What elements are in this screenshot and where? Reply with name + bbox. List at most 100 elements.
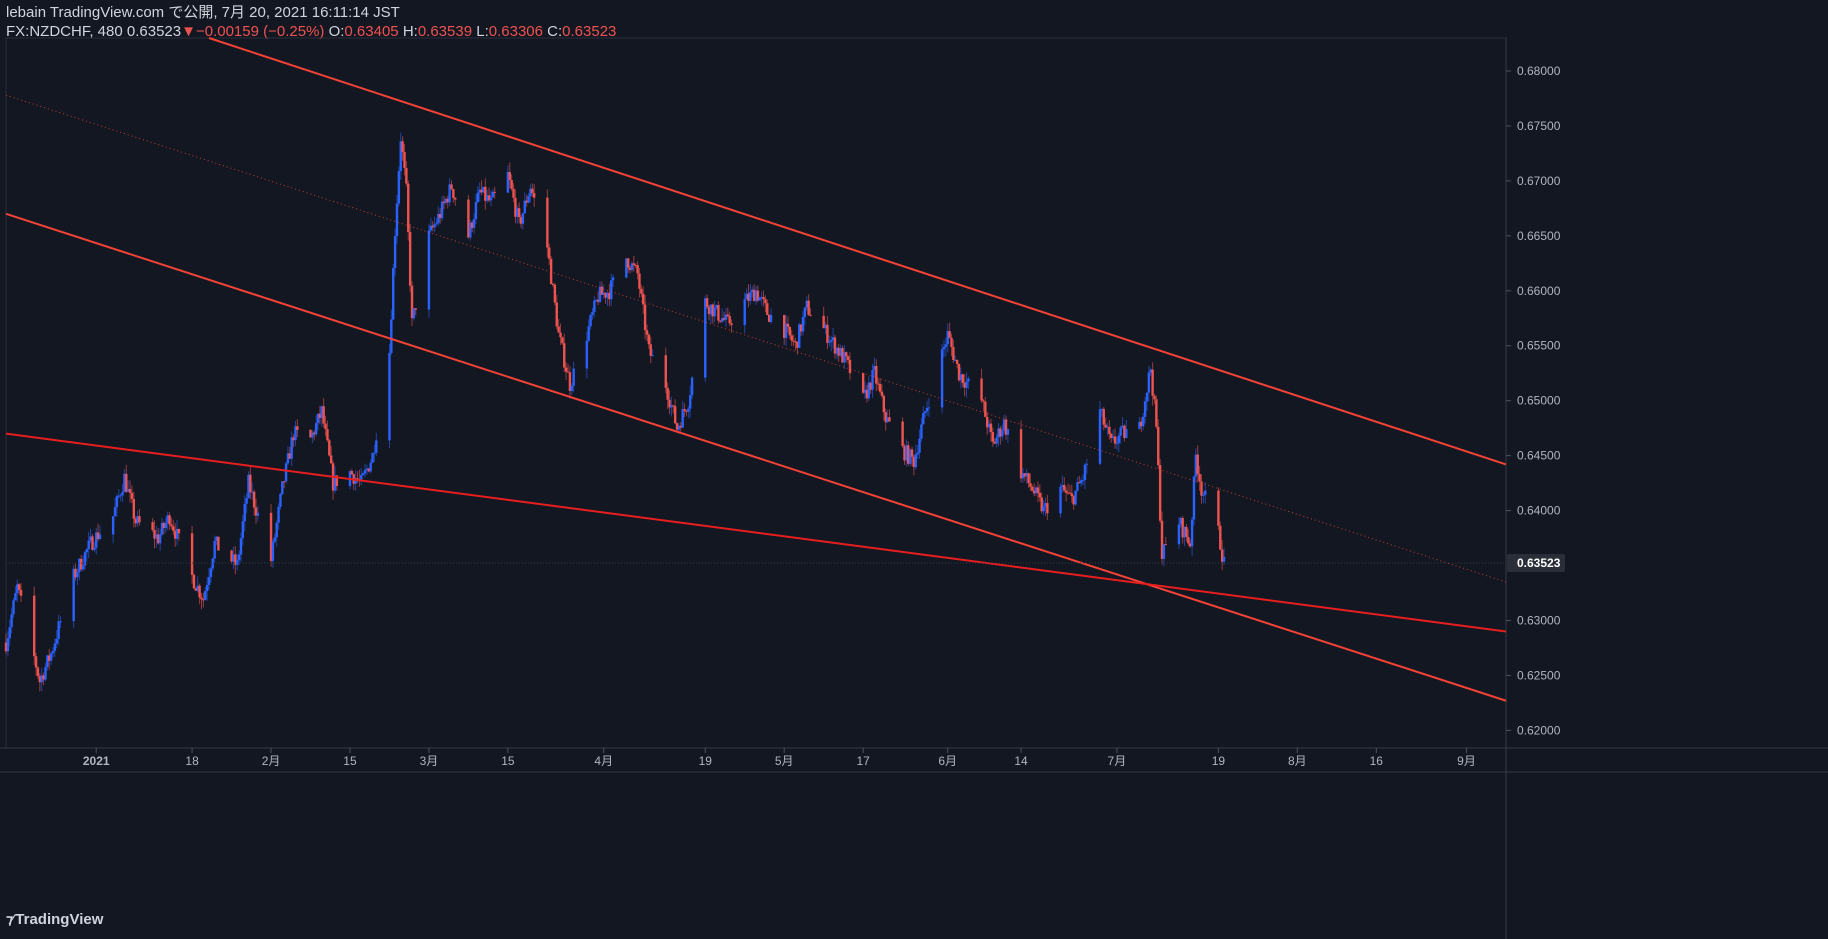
candle (760, 291, 763, 306)
down-arrow-icon: ▼ (181, 23, 196, 40)
candle (217, 536, 220, 551)
candle-body (754, 290, 758, 302)
candle-body (521, 213, 525, 224)
candle (726, 307, 730, 318)
candle-body (1187, 536, 1190, 544)
candle (318, 405, 322, 425)
candle-body (1110, 434, 1113, 438)
candle-body (1064, 490, 1068, 493)
symbol-label[interactable]: FX:NZDCHF, 480 (6, 23, 123, 40)
candle-body (508, 172, 511, 180)
candle (940, 344, 944, 414)
candle-body (1202, 494, 1205, 496)
candle (794, 337, 797, 351)
candle-body (271, 541, 275, 562)
candle (920, 417, 923, 443)
candle-body (478, 189, 481, 193)
candle-body (591, 312, 594, 316)
price-tick-label: 0.63000 (1517, 614, 1561, 628)
candle-body (564, 367, 568, 372)
candle (399, 132, 402, 180)
candle-body (79, 558, 83, 570)
candle (828, 335, 831, 347)
candle (681, 401, 684, 429)
candle-body (871, 370, 874, 390)
candle (311, 430, 314, 444)
tradingview-logo[interactable]: ⁊⁄ TradingView (6, 911, 103, 928)
candle (790, 330, 793, 346)
candle (916, 444, 919, 459)
candle (1189, 539, 1192, 548)
candle-body (570, 385, 573, 391)
candle (875, 359, 878, 391)
candle-body (162, 522, 166, 529)
candle-body (798, 324, 801, 348)
candle (373, 444, 376, 462)
candle-body (1046, 503, 1049, 514)
candle (643, 294, 647, 340)
time-axis[interactable]: 2021 18 2月 15 3月 15 4月 19 5月 17 6月 14 7月 19 8月 16 9月 (83, 748, 1476, 768)
candle (1177, 516, 1181, 550)
candle (632, 255, 636, 272)
candle (1108, 419, 1111, 440)
candle-body (399, 141, 402, 172)
candle-body (920, 424, 923, 439)
candle (845, 351, 848, 363)
candle (279, 492, 282, 510)
candle-body (46, 655, 49, 668)
candle-body (296, 426, 299, 431)
candle (360, 467, 363, 486)
candle (326, 420, 329, 443)
tradingview-logo-icon: ⁊⁄ (6, 911, 13, 927)
candle-body (767, 314, 771, 322)
publish-info: lebain TradingView.com で公開, 7月 20, 2021 … (6, 4, 400, 21)
candle-body (1204, 490, 1207, 495)
candle (756, 285, 760, 303)
candle (1104, 417, 1107, 429)
candle-body (907, 445, 910, 464)
candle (628, 265, 632, 274)
candle-body (51, 650, 55, 654)
candle (1160, 511, 1164, 565)
candle-body (799, 324, 803, 332)
candle-body (1153, 395, 1156, 400)
candle-body (728, 316, 731, 324)
candle-body (875, 365, 878, 384)
candle-body (506, 172, 510, 193)
candle (1123, 424, 1126, 442)
candle (961, 373, 964, 387)
candle-body (57, 621, 60, 639)
candle (126, 480, 130, 493)
candle (121, 484, 124, 503)
candle (290, 431, 293, 467)
candle-body (604, 292, 607, 298)
candle-body (414, 308, 417, 310)
candle-body (128, 488, 132, 493)
candle (1019, 420, 1023, 483)
price-axis[interactable]: 0.68000 0.67500 0.67000 0.66500 0.66000 0.655… (6, 64, 1565, 737)
candle (1110, 432, 1113, 443)
candle (923, 410, 927, 418)
candle-body (724, 314, 728, 320)
candle-body (997, 428, 1000, 438)
candle (720, 308, 724, 324)
candle-body (326, 429, 329, 441)
candle (861, 372, 865, 395)
trendlines-layer (5, 37, 1507, 702)
candle (322, 398, 325, 428)
candle (837, 343, 840, 362)
candle (1202, 491, 1205, 504)
candle (713, 300, 716, 323)
candle (333, 465, 337, 494)
candle (232, 546, 235, 570)
candle (1064, 486, 1068, 502)
candle (309, 429, 312, 438)
candles-layer (4, 132, 1226, 692)
candle-body (846, 356, 850, 360)
candle-body (254, 507, 258, 516)
candle-body (514, 197, 517, 217)
candle (514, 189, 517, 224)
candle-body (568, 372, 572, 391)
candle (604, 292, 607, 304)
